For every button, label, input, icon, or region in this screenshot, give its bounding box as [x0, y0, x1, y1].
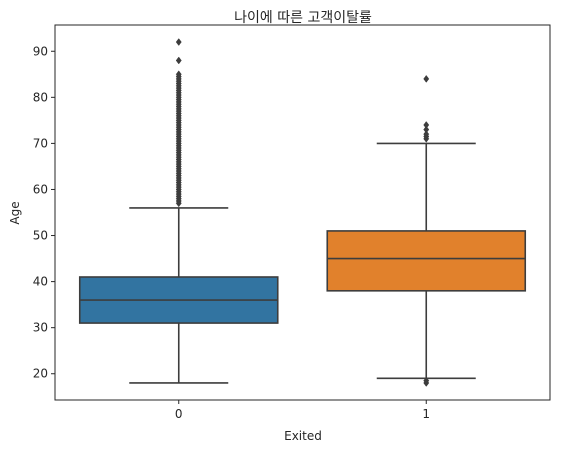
y-axis: 20 30 40 50 60 70 80 90: [33, 44, 55, 381]
outlier-point: [423, 130, 430, 139]
outlier-point: [423, 376, 430, 385]
outlier-point: [423, 125, 430, 134]
x-axis-label: Exited: [284, 429, 322, 443]
y-tick-label: 90: [33, 44, 48, 58]
box-group-0: [78, 38, 279, 384]
chart-title: 나이에 따른 고객이탈률: [234, 10, 372, 26]
box-group-1: [326, 74, 527, 387]
outlier-point: [175, 70, 182, 79]
iqr-box: [326, 230, 527, 292]
plot-area: [78, 38, 527, 387]
y-tick-label: 30: [33, 321, 48, 335]
x-tick-label: 1: [422, 407, 430, 421]
y-axis-label: Age: [8, 201, 22, 224]
y-tick-label: 40: [33, 275, 48, 289]
y-tick-label: 50: [33, 229, 48, 243]
y-tick-label: 60: [33, 182, 48, 196]
plot-frame: [54, 24, 551, 401]
y-tick-label: 20: [33, 367, 48, 381]
outlier-point: [423, 74, 430, 83]
y-tick-label: 70: [33, 136, 48, 150]
outlier-point: [175, 56, 182, 65]
y-tick-label: 80: [33, 90, 48, 104]
outlier-point: [175, 38, 182, 46]
x-tick-label: 0: [175, 407, 183, 421]
outlier-point: [423, 121, 430, 129]
